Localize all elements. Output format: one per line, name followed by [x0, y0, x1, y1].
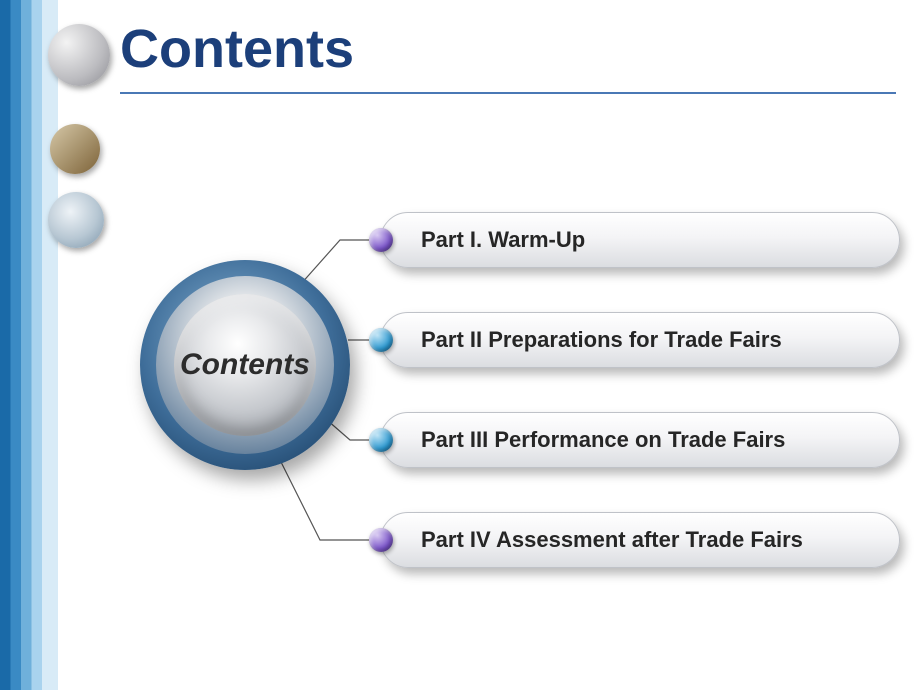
- bullet-dot-icon: [369, 228, 393, 252]
- hub-ring-inner: Contents: [174, 294, 316, 436]
- hub-medallion: Contents: [140, 260, 350, 470]
- content-pill-3: Part III Performance on Trade Fairs: [380, 412, 900, 468]
- content-pill-label: Part III Performance on Trade Fairs: [421, 427, 785, 453]
- content-pill-label: Part I. Warm-Up: [421, 227, 585, 253]
- bullet-dot-icon: [369, 428, 393, 452]
- content-pill-2: Part II Preparations for Trade Fairs: [380, 312, 900, 368]
- bullet-dot-icon: [369, 328, 393, 352]
- hub-label: Contents: [180, 348, 310, 382]
- content-pill-label: Part IV Assessment after Trade Fairs: [421, 527, 803, 553]
- content-pill-1: Part I. Warm-Up: [380, 212, 900, 268]
- bullet-dot-icon: [369, 528, 393, 552]
- content-pill-label: Part II Preparations for Trade Fairs: [421, 327, 782, 353]
- content-pill-4: Part IV Assessment after Trade Fairs: [380, 512, 900, 568]
